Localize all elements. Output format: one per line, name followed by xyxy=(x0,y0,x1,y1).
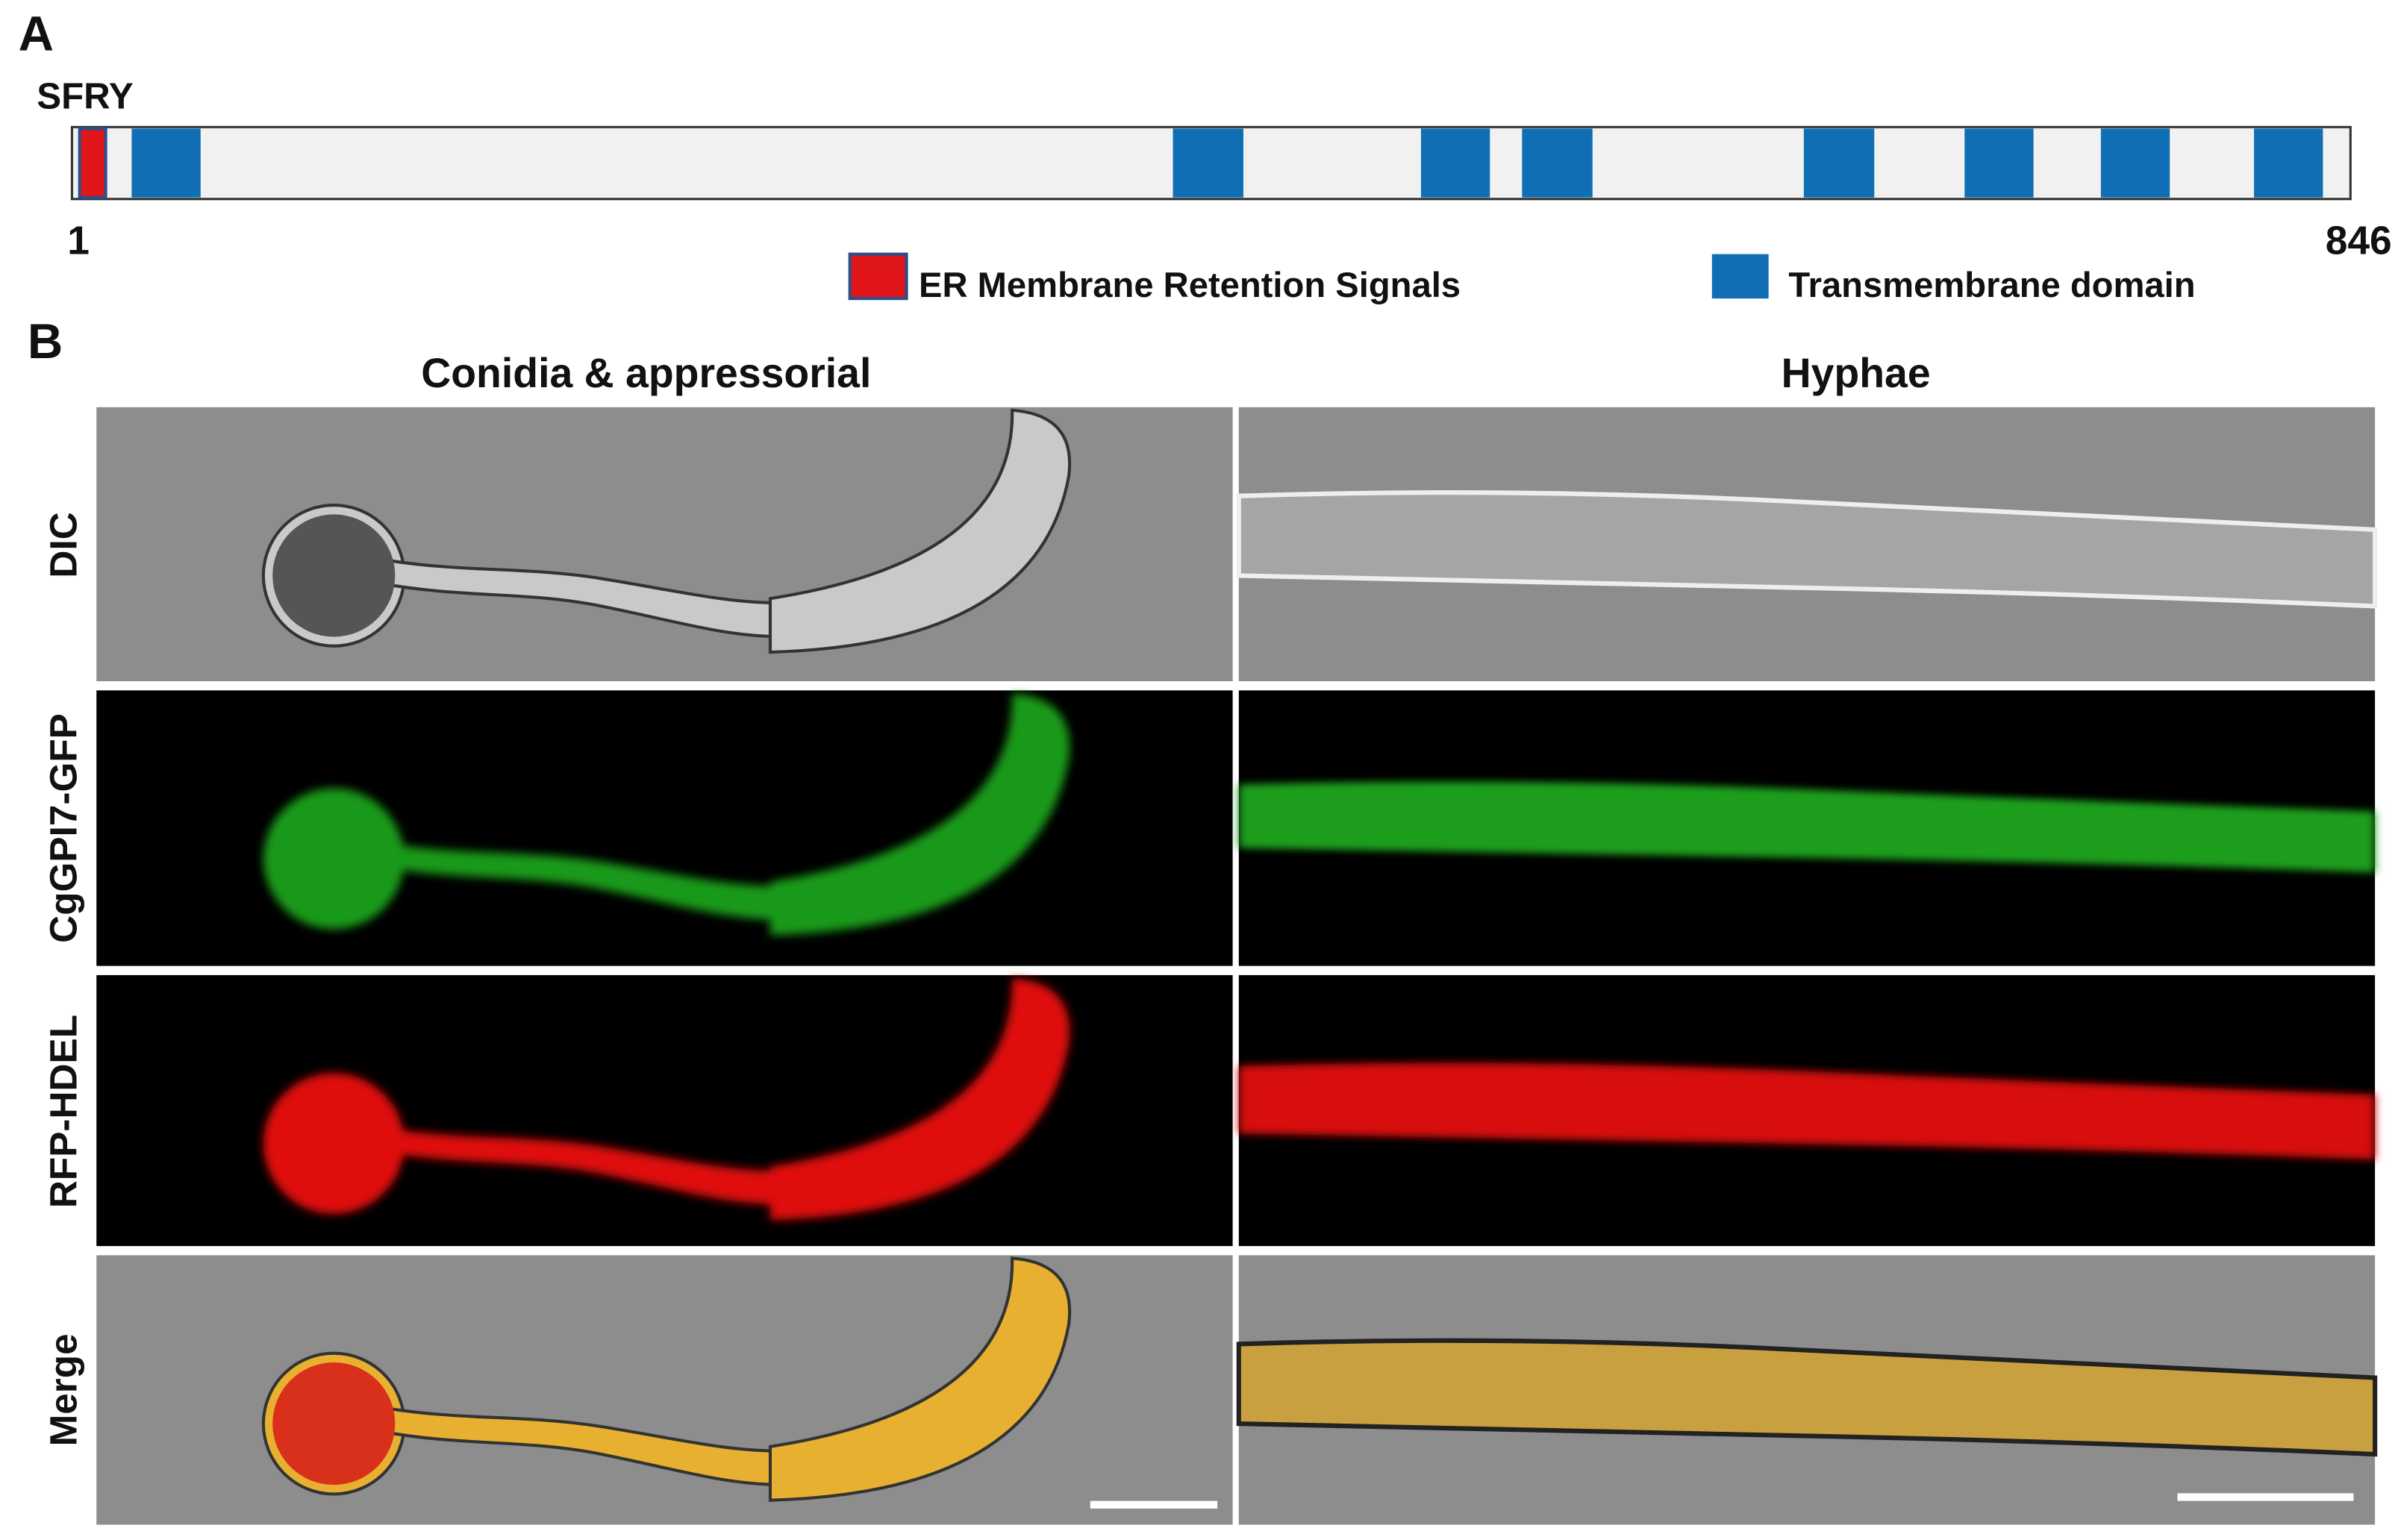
tm-domain xyxy=(1803,128,1875,198)
tm-domain xyxy=(1420,128,1490,198)
merge-left xyxy=(96,1255,1233,1525)
rfp-right xyxy=(1238,974,2376,1247)
end-label: 846 xyxy=(2326,219,2392,263)
row-label: DIC xyxy=(43,512,85,578)
tm-domains xyxy=(131,128,2323,198)
dic-left xyxy=(96,407,1233,682)
tm-domain xyxy=(131,128,201,198)
merge-right xyxy=(1239,1255,2375,1525)
start-label: 1 xyxy=(67,219,90,263)
legend-text: Transmembrane domain xyxy=(1788,265,2195,304)
column-title: Hyphae xyxy=(1782,350,1931,396)
rfp-left xyxy=(96,974,1233,1247)
er-signal xyxy=(78,127,107,199)
legend-text: ER Membrane Retention Signals xyxy=(919,265,1461,304)
legend-swatch xyxy=(1711,254,1769,299)
panel-label: A xyxy=(19,7,54,61)
row-label: Merge xyxy=(43,1333,85,1446)
row-label: CgGPI7-GFP xyxy=(43,713,85,943)
column-title: Conidia & appressorial xyxy=(421,350,871,396)
dic-right xyxy=(1239,407,2375,682)
motif-label: SFRY xyxy=(37,76,134,117)
gfp-left xyxy=(96,690,1233,966)
gfp-right xyxy=(1238,690,2376,966)
tm-domain xyxy=(2100,128,2170,198)
legend-swatch xyxy=(848,252,908,301)
tm-domain xyxy=(1522,128,1593,198)
tm-domain xyxy=(2254,128,2323,198)
tm-domain xyxy=(1964,128,2034,198)
row-label: RFP-HDEL xyxy=(43,1015,85,1208)
tm-domain xyxy=(1173,128,1243,198)
panel-label: B xyxy=(28,314,63,369)
